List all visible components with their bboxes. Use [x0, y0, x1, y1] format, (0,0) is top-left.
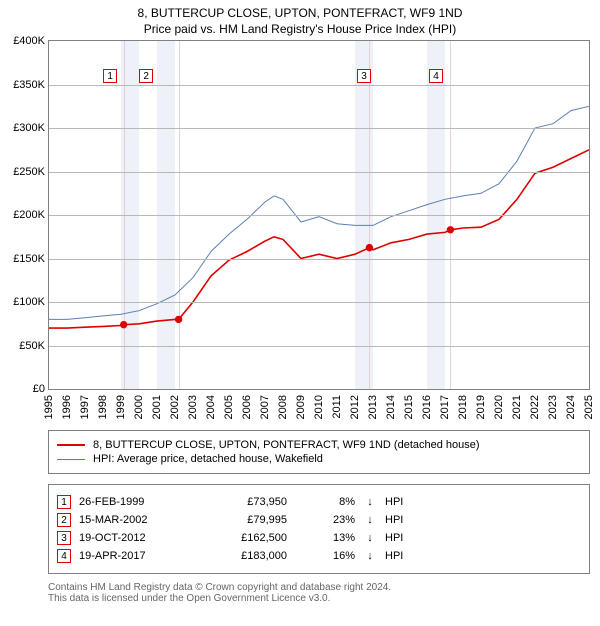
xtick-label: 2010 — [313, 395, 325, 419]
price-dot — [447, 227, 453, 233]
ytick-label: £400K — [13, 35, 45, 47]
legend-box: 8, BUTTERCUP CLOSE, UPTON, PONTEFRACT, W… — [48, 430, 590, 474]
legend-swatch-price — [57, 444, 85, 446]
ytick-label: £300K — [13, 122, 45, 134]
xtick-label: 1995 — [43, 395, 55, 419]
xtick-label: 1997 — [79, 395, 91, 419]
transactions-table: 1 26-FEB-1999 £73,950 8% ↓ HPI 2 15-MAR-2002 £79… — [48, 484, 590, 574]
transaction-marker: 1 — [57, 495, 71, 509]
xtick-label: 2003 — [187, 395, 199, 419]
gridline — [49, 172, 589, 173]
xtick-label: 2002 — [169, 395, 181, 419]
price-dot — [366, 244, 372, 250]
transaction-diff: 13% — [295, 532, 355, 544]
footer-line1: Contains HM Land Registry data © Crown c… — [48, 582, 590, 593]
xtick-label: 2000 — [133, 395, 145, 419]
chart-subtitle: Price paid vs. HM Land Registry's House … — [0, 22, 600, 36]
ytick-label: £50K — [19, 340, 45, 352]
transaction-row: 4 19-APR-2017 £183,000 16% ↓ HPI — [57, 549, 581, 563]
xtick-label: 2009 — [295, 395, 307, 419]
series-line-hpi — [49, 106, 589, 319]
xtick-label: 2015 — [403, 395, 415, 419]
transaction-marker: 2 — [57, 513, 71, 527]
xtick-label: 2023 — [547, 395, 559, 419]
transaction-vs: HPI — [385, 532, 403, 544]
chart-title: 8, BUTTERCUP CLOSE, UPTON, PONTEFRACT, W… — [0, 6, 600, 20]
xtick-label: 2007 — [259, 395, 271, 419]
xtick-label: 1996 — [61, 395, 73, 419]
gridline — [49, 302, 589, 303]
marker-box: 3 — [357, 69, 371, 83]
xtick-label: 2022 — [529, 395, 541, 419]
down-arrow-icon: ↓ — [363, 514, 377, 526]
legend-swatch-hpi — [57, 459, 85, 460]
legend-row-price: 8, BUTTERCUP CLOSE, UPTON, PONTEFRACT, W… — [57, 439, 581, 451]
transaction-diff: 23% — [295, 514, 355, 526]
transaction-date: 26-FEB-1999 — [79, 496, 189, 508]
transaction-date: 19-APR-2017 — [79, 550, 189, 562]
footer-line2: This data is licensed under the Open Gov… — [48, 593, 590, 604]
ytick-label: £200K — [13, 209, 45, 221]
transaction-price: £79,995 — [197, 514, 287, 526]
ytick-label: £350K — [13, 79, 45, 91]
transaction-vs: HPI — [385, 550, 403, 562]
price-dot — [121, 321, 127, 327]
transaction-row: 1 26-FEB-1999 £73,950 8% ↓ HPI — [57, 495, 581, 509]
marker-box: 4 — [429, 69, 443, 83]
xtick-label: 2021 — [511, 395, 523, 419]
down-arrow-icon: ↓ — [363, 550, 377, 562]
ytick-label: £0 — [33, 383, 45, 395]
xtick-label: 2008 — [277, 395, 289, 419]
transaction-date: 15-MAR-2002 — [79, 514, 189, 526]
xtick-label: 2020 — [493, 395, 505, 419]
xtick-label: 2025 — [583, 395, 595, 419]
xtick-label: 2011 — [331, 395, 343, 419]
price-dot — [175, 316, 181, 322]
transaction-marker: 3 — [57, 531, 71, 545]
xtick-label: 2004 — [205, 395, 217, 419]
transaction-date: 19-OCT-2012 — [79, 532, 189, 544]
legend-label-price: 8, BUTTERCUP CLOSE, UPTON, PONTEFRACT, W… — [93, 439, 480, 451]
xtick-label: 2017 — [439, 395, 451, 419]
transaction-vs: HPI — [385, 514, 403, 526]
down-arrow-icon: ↓ — [363, 532, 377, 544]
transaction-price: £162,500 — [197, 532, 287, 544]
transaction-price: £183,000 — [197, 550, 287, 562]
gridline — [49, 346, 589, 347]
xtick-label: 2016 — [421, 395, 433, 419]
xtick-label: 2012 — [349, 395, 361, 419]
xtick-label: 2024 — [565, 395, 577, 419]
xtick-label: 1998 — [97, 395, 109, 419]
marker-box: 1 — [103, 69, 117, 83]
legend-label-hpi: HPI: Average price, detached house, Wake… — [93, 453, 323, 465]
xtick-label: 2001 — [151, 395, 163, 419]
transaction-row: 2 15-MAR-2002 £79,995 23% ↓ HPI — [57, 513, 581, 527]
chart-area: £0£50K£100K£150K£200K£250K£300K£350K£400… — [48, 40, 590, 390]
transaction-vs: HPI — [385, 496, 403, 508]
gridline — [49, 85, 589, 86]
ytick-label: £100K — [13, 296, 45, 308]
gridline — [49, 215, 589, 216]
xtick-label: 2019 — [475, 395, 487, 419]
footer-attribution: Contains HM Land Registry data © Crown c… — [48, 582, 590, 604]
xtick-label: 2018 — [457, 395, 469, 419]
gridline — [49, 128, 589, 129]
transaction-price: £73,950 — [197, 496, 287, 508]
down-arrow-icon: ↓ — [363, 496, 377, 508]
transaction-diff: 16% — [295, 550, 355, 562]
xtick-label: 1999 — [115, 395, 127, 419]
marker-box: 2 — [139, 69, 153, 83]
transaction-marker: 4 — [57, 549, 71, 563]
gridline — [49, 259, 589, 260]
transaction-diff: 8% — [295, 496, 355, 508]
ytick-label: £250K — [13, 166, 45, 178]
xtick-label: 2005 — [223, 395, 235, 419]
xtick-label: 2006 — [241, 395, 253, 419]
legend-row-hpi: HPI: Average price, detached house, Wake… — [57, 453, 581, 465]
ytick-label: £150K — [13, 253, 45, 265]
xtick-label: 2014 — [385, 395, 397, 419]
xtick-label: 2013 — [367, 395, 379, 419]
transaction-row: 3 19-OCT-2012 £162,500 13% ↓ HPI — [57, 531, 581, 545]
